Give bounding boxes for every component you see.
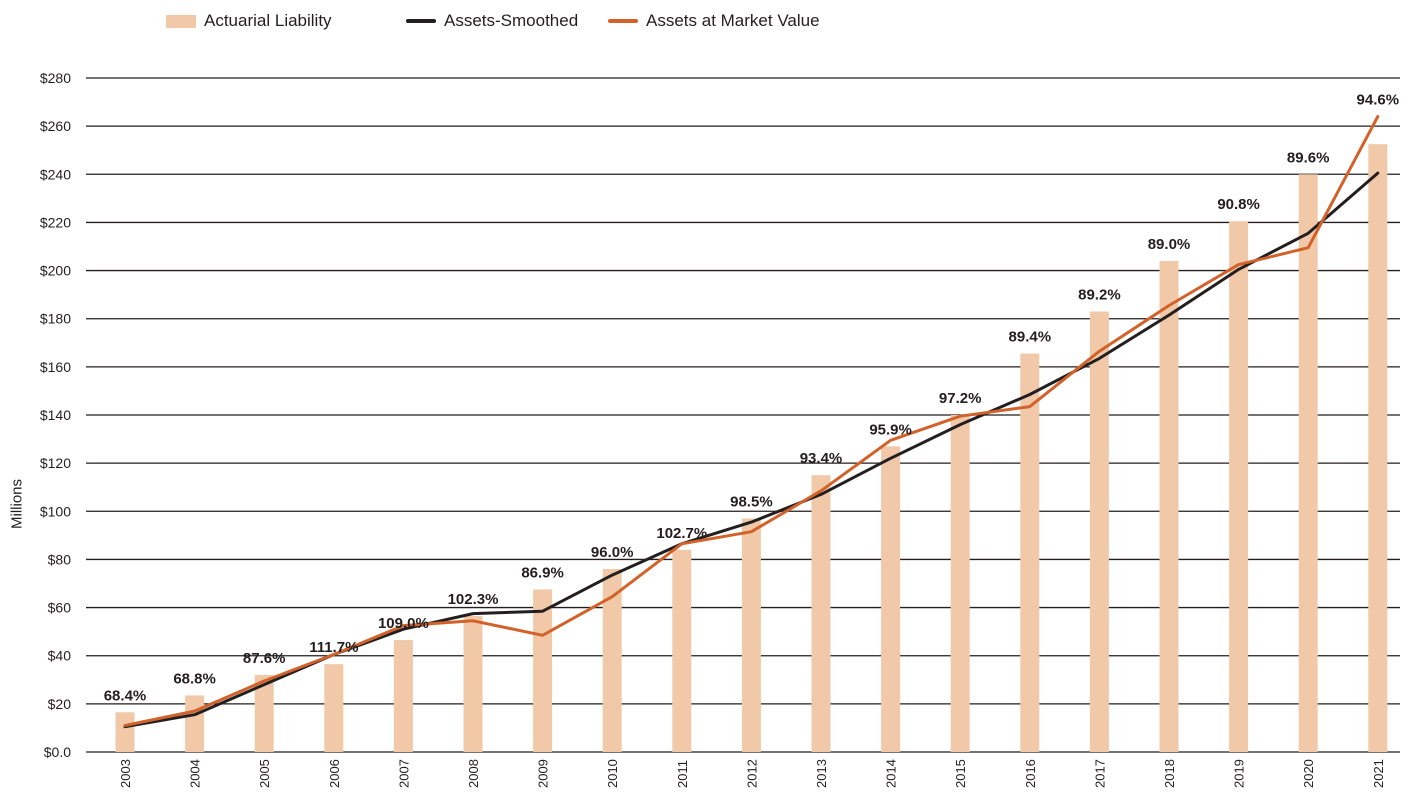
y-tick-label: $220 <box>40 214 71 230</box>
funded-ratio-label: 89.4% <box>1009 329 1052 346</box>
bar-actuarial-liability <box>115 712 135 752</box>
funded-ratio-label: 90.8% <box>1217 196 1260 213</box>
bar-actuarial-liability <box>533 589 553 752</box>
legend-label-assets-smoothed: Assets-Smoothed <box>444 11 579 30</box>
legend-swatch-assets-market-value <box>608 19 638 23</box>
bar-actuarial-liability <box>1159 260 1179 752</box>
x-tick-label: 2017 <box>1092 759 1107 788</box>
x-tick-label: 2007 <box>396 759 411 788</box>
bar-actuarial-liability <box>1089 311 1109 752</box>
bar-actuarial-liability <box>602 569 622 752</box>
funded-ratio-label: 98.5% <box>730 494 773 511</box>
x-tick-label: 2016 <box>1023 759 1038 788</box>
funded-ratio-label: 93.4% <box>800 450 843 467</box>
bar-actuarial-liability <box>950 415 970 752</box>
x-tick-label: 2008 <box>466 759 481 788</box>
funded-ratio-labels: 68.4% 68.8% 87.6% 111.7% 109.0% 102.3% 86.9% 96… <box>104 92 1399 705</box>
y-tick-label: $100 <box>40 503 71 519</box>
legend-swatch-assets-smoothed <box>406 19 436 23</box>
funded-ratio-label: 102.3% <box>448 591 499 608</box>
x-tick-label: 2003 <box>118 759 133 788</box>
bars-actuarial-liability <box>115 144 1388 753</box>
legend-item-assets-market-value: Assets at Market Value <box>608 8 820 34</box>
funded-ratio-label: 89.6% <box>1287 149 1330 166</box>
x-tick-label: 2005 <box>257 759 272 788</box>
bar-actuarial-liability <box>1020 353 1040 752</box>
funded-ratio-label: 111.7% <box>309 639 358 656</box>
y-axis-ticks: $0.0 $20 $40 $60 $80 $100 $120 $140 $160 $180 $200… <box>40 70 71 760</box>
legend-item-actuarial-liability: Actuarial Liability <box>166 8 332 34</box>
y-tick-label: $20 <box>48 696 72 712</box>
bar-actuarial-liability <box>672 549 692 752</box>
x-tick-label: 2010 <box>605 759 620 788</box>
x-tick-label: 2012 <box>744 759 759 788</box>
x-tick-label: 2014 <box>884 759 899 788</box>
x-tick-label: 2013 <box>814 759 829 788</box>
x-tick-label: 2011 <box>675 760 690 788</box>
y-tick-label: $240 <box>40 166 71 182</box>
funded-ratio-label: 109.0% <box>378 615 429 632</box>
y-tick-label: $260 <box>40 118 71 134</box>
x-tick-label: 2006 <box>327 759 342 788</box>
y-tick-label: $180 <box>40 311 71 327</box>
bar-actuarial-liability <box>185 695 205 752</box>
bar-actuarial-liability <box>811 475 831 752</box>
x-tick-label: 2019 <box>1232 759 1247 788</box>
funded-ratio-label: 68.8% <box>173 670 216 687</box>
y-tick-label: $60 <box>48 600 72 616</box>
x-tick-label: 2018 <box>1162 759 1177 788</box>
bar-actuarial-liability <box>324 664 344 752</box>
y-tick-label: $160 <box>40 359 71 375</box>
bar-actuarial-liability <box>1368 144 1388 753</box>
y-tick-label: $40 <box>48 648 72 664</box>
chart-legend: Actuarial Liability Assets-Smoothed Asse… <box>0 8 1415 38</box>
y-tick-label: $200 <box>40 263 71 279</box>
bar-actuarial-liability <box>1229 221 1249 753</box>
funded-ratio-label: 94.6% <box>1357 92 1400 109</box>
x-tick-label: 2009 <box>536 759 551 788</box>
y-tick-label: $280 <box>40 70 71 86</box>
bar-actuarial-liability <box>254 674 274 752</box>
y-tick-label: $80 <box>48 551 72 567</box>
funded-ratio-label: 96.0% <box>591 544 634 561</box>
x-tick-label: 2004 <box>188 759 203 788</box>
bar-actuarial-liability <box>741 518 761 752</box>
legend-label-assets-market-value: Assets at Market Value <box>646 11 820 30</box>
x-axis-ticks: 2003 2004 2005 2006 2007 2008 2009 2010 2011 2012… <box>118 759 1386 788</box>
legend-swatch-actuarial-liability <box>166 14 196 28</box>
y-tick-label: $120 <box>40 455 71 471</box>
x-tick-label: 2020 <box>1301 759 1316 788</box>
gridlines <box>86 77 1400 753</box>
bar-actuarial-liability <box>881 446 901 752</box>
y-tick-label: $140 <box>40 407 71 423</box>
bar-actuarial-liability <box>463 615 483 752</box>
x-tick-label: 2021 <box>1371 759 1386 788</box>
funded-ratio-label: 89.2% <box>1078 286 1121 303</box>
legend-label-actuarial-liability: Actuarial Liability <box>204 11 332 30</box>
funded-ratio-label: 102.7% <box>656 525 707 542</box>
bar-actuarial-liability <box>393 640 413 752</box>
funded-ratio-label: 89.0% <box>1148 236 1191 253</box>
bar-actuarial-liability <box>1298 174 1318 753</box>
y-tick-label: $0.0 <box>44 744 71 760</box>
series-lines <box>123 115 1380 729</box>
line-assets-market-value <box>123 115 1380 727</box>
funded-ratio-label: 97.2% <box>939 390 982 407</box>
funded-ratio-label: 68.4% <box>104 687 147 704</box>
funded-ratio-label: 86.9% <box>521 565 564 582</box>
x-tick-label: 2015 <box>953 759 968 788</box>
funded-ratio-label: 95.9% <box>869 421 912 438</box>
legend-item-assets-smoothed: Assets-Smoothed <box>406 8 578 34</box>
funded-ratio-label: 87.6% <box>243 650 286 667</box>
